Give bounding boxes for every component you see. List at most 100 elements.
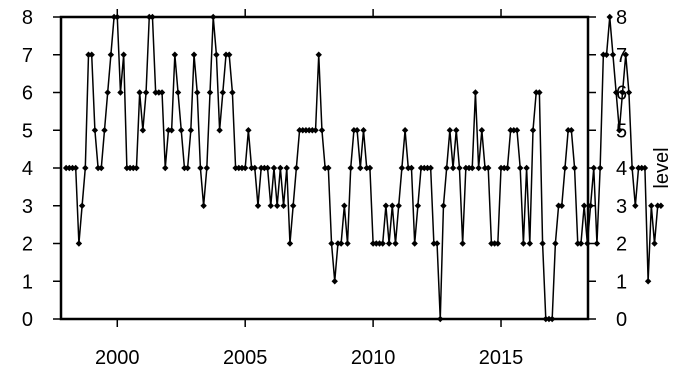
data-point [590, 164, 597, 172]
data-point [197, 164, 204, 172]
data-point [453, 127, 460, 134]
y-tick-label-right: 8 [616, 7, 627, 29]
data-point [174, 89, 182, 96]
data-point [286, 240, 294, 247]
data-point [657, 202, 665, 209]
data-point [641, 164, 649, 172]
data-point [344, 240, 351, 247]
data-point [273, 202, 281, 209]
data-point [449, 164, 457, 172]
plot-frame [59, 15, 590, 321]
data-point [517, 164, 524, 172]
data-point [593, 240, 601, 247]
data-point [120, 51, 127, 58]
data-point [293, 164, 300, 172]
y-tick-label-left: 5 [22, 120, 33, 142]
y-tick-label-right: 0 [616, 309, 627, 331]
data-point [312, 127, 319, 134]
data-point [529, 127, 537, 134]
data-point [277, 164, 284, 172]
data-point [609, 51, 617, 58]
data-point [318, 127, 326, 134]
data-point [117, 89, 124, 96]
data-point [632, 202, 639, 209]
data-point [331, 278, 338, 285]
data-point [142, 89, 150, 96]
data-point [427, 164, 434, 172]
data-point [433, 240, 441, 247]
data-point [315, 51, 322, 58]
data-point [443, 164, 450, 172]
data-point [72, 164, 79, 172]
data-point [513, 127, 521, 134]
data-point [628, 164, 636, 172]
x-tick-label: 2005 [223, 347, 268, 369]
data-point [88, 51, 95, 58]
data-point [251, 164, 258, 172]
data-point [101, 127, 108, 134]
data-point [571, 164, 578, 172]
data-point [206, 89, 214, 96]
data-point [580, 202, 588, 209]
y-tick-label-left: 2 [22, 234, 33, 256]
data-point [98, 164, 105, 172]
data-point [213, 51, 220, 58]
data-point [568, 127, 575, 134]
y-tick-label-right: 4 [616, 158, 627, 180]
data-point [216, 127, 223, 134]
data-point [168, 127, 175, 134]
data-point [82, 164, 89, 172]
data-point [136, 89, 143, 96]
data-point [91, 127, 99, 134]
data-point [603, 51, 610, 58]
data-point [392, 240, 399, 247]
y-tick-label-right: 3 [616, 196, 627, 218]
data-point [446, 127, 454, 134]
data-point [366, 164, 374, 172]
data-point [472, 89, 479, 96]
data-point [360, 127, 367, 134]
y-axis-title: level [651, 147, 673, 188]
y-tick-label-left: 3 [22, 196, 33, 218]
data-point [401, 127, 409, 134]
y-tick-label-left: 6 [22, 83, 33, 105]
y-tick-label-right: 5 [616, 120, 627, 142]
data-point [395, 202, 402, 209]
data-point [270, 164, 278, 172]
y-axis-left: 0 1 2 3 4 5 6 7 8 [22, 7, 61, 331]
data-point [536, 89, 543, 96]
y-tick-label-right: 7 [616, 45, 627, 67]
data-point [398, 164, 406, 172]
data-point [539, 240, 546, 247]
data-point [187, 127, 195, 134]
data-point [612, 89, 620, 96]
data-point [107, 51, 115, 58]
data-point [347, 164, 354, 172]
data-point [178, 127, 185, 134]
data-point [264, 164, 271, 172]
data-point [644, 278, 652, 285]
data-point [200, 202, 207, 209]
data-point [341, 202, 348, 209]
data-point [139, 127, 147, 134]
data-point [625, 89, 633, 96]
data-point [651, 240, 658, 247]
data-point [616, 127, 623, 134]
data-point [241, 164, 249, 172]
y-tick-label-left: 7 [22, 45, 33, 67]
data-point [504, 164, 511, 172]
data-point [414, 202, 422, 209]
data-point [171, 51, 179, 58]
data-point [219, 89, 227, 96]
data-point [229, 89, 236, 96]
data-point [289, 202, 297, 209]
y-tick-label-left: 1 [22, 271, 33, 293]
y-tick-label-left: 8 [22, 7, 33, 29]
data-point [184, 164, 191, 172]
data-point [587, 202, 594, 209]
data-point [267, 202, 274, 209]
data-point [526, 240, 533, 247]
data-point [325, 164, 332, 172]
y-tick-label-right: 2 [616, 234, 627, 256]
data-point [558, 202, 565, 209]
